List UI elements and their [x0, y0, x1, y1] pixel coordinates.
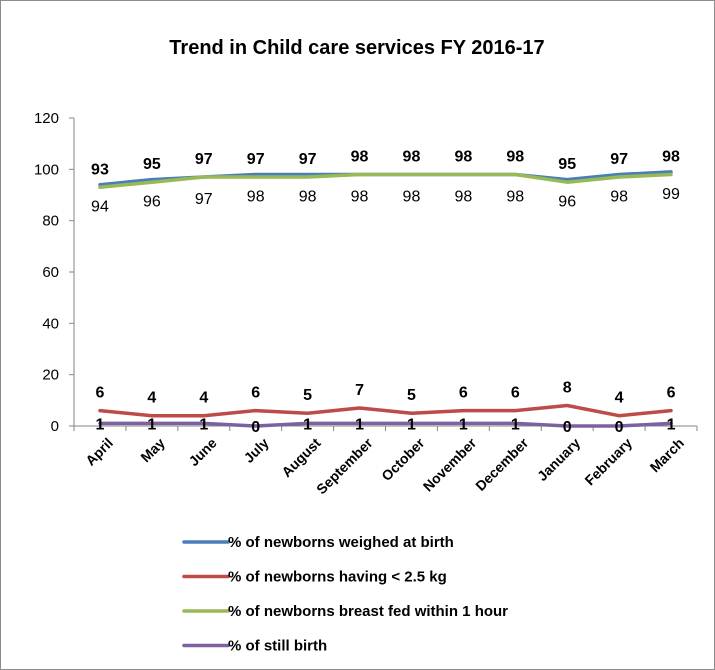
series-line-2: [98, 172, 673, 190]
data-label: 98: [403, 148, 421, 165]
data-label: 8: [563, 379, 572, 396]
x-category-label: May: [137, 435, 168, 466]
data-label: 98: [506, 148, 524, 165]
data-label: 97: [610, 151, 628, 168]
data-label: 94: [91, 199, 109, 216]
data-label: 4: [147, 390, 156, 407]
data-label: 6: [251, 385, 260, 402]
data-label: 98: [662, 148, 680, 165]
data-label: 1: [147, 416, 156, 433]
data-label: 98: [403, 188, 421, 205]
data-label: 7: [355, 382, 364, 399]
x-category-label: August: [278, 434, 324, 480]
data-label: 1: [96, 416, 105, 433]
data-label: 99: [662, 186, 680, 203]
data-label: 0: [563, 419, 572, 436]
y-tick-label: 40: [42, 315, 59, 332]
data-label: 96: [558, 194, 576, 211]
data-label: 1: [667, 416, 676, 433]
data-label: 95: [143, 156, 161, 173]
data-label: 6: [667, 385, 676, 402]
data-label: 98: [351, 188, 369, 205]
x-category-label: July: [241, 435, 272, 466]
legend-label: % of newborns weighed at birth: [228, 534, 454, 551]
data-label: 0: [615, 419, 624, 436]
data-label: 5: [407, 387, 416, 404]
data-label: 1: [407, 416, 416, 433]
data-label: 98: [351, 148, 369, 165]
data-label: 5: [303, 387, 312, 404]
legend-label: % of still birth: [228, 638, 327, 655]
data-label: 1: [459, 416, 468, 433]
x-category-label: September: [313, 434, 376, 497]
x-category-label: June: [185, 435, 220, 470]
data-label: 1: [355, 416, 364, 433]
x-category-label: October: [378, 434, 428, 484]
data-label: 98: [454, 148, 472, 165]
data-label: 97: [195, 191, 213, 208]
series-line-1: [98, 403, 673, 418]
legend: % of newborns weighed at birth % of newbo…: [182, 534, 508, 655]
data-label: 6: [96, 385, 105, 402]
data-label: 97: [299, 151, 317, 168]
data-label: 98: [506, 188, 524, 205]
legend-label: % of newborns having < 2.5 kg: [228, 569, 447, 586]
data-label: 98: [610, 188, 628, 205]
data-label: 0: [251, 419, 260, 436]
x-category-label: December: [472, 434, 532, 494]
y-tick-label: 60: [42, 264, 59, 281]
x-category-label: February: [581, 435, 635, 489]
data-label: 93: [91, 161, 109, 178]
y-tick-label: 20: [42, 367, 59, 384]
data-label: 1: [199, 416, 208, 433]
series-layer: [98, 170, 673, 428]
legend-label: % of newborns breast fed within 1 hour: [228, 603, 508, 620]
series-line-3: [98, 421, 673, 428]
data-label: 6: [511, 385, 520, 402]
data-label: 97: [247, 151, 265, 168]
y-tick-label: 80: [42, 213, 59, 230]
data-label: 4: [199, 390, 208, 407]
data-label: 6: [459, 385, 468, 402]
x-category-label: April: [82, 435, 116, 469]
data-label: 98: [299, 188, 317, 205]
x-category-label: November: [420, 434, 480, 494]
y-tick-label: 0: [51, 418, 59, 435]
data-label: 98: [247, 188, 265, 205]
data-label: 1: [303, 416, 312, 433]
data-label: 96: [143, 194, 161, 211]
data-label: 98: [454, 188, 472, 205]
x-category-label: January: [534, 435, 583, 484]
data-labels: 94 96 97 98 98 98 98 98 98 96 98 99 6 4 4 6 5 7 5 6 6 8 4 6 93 95…: [91, 148, 680, 436]
y-tick-label: 120: [34, 110, 59, 127]
data-label: 97: [195, 151, 213, 168]
y-tick-label: 100: [34, 161, 59, 178]
data-label: 95: [558, 156, 576, 173]
data-label: 1: [511, 416, 520, 433]
data-label: 4: [615, 390, 624, 407]
x-category-label: March: [647, 435, 687, 475]
chart-title: Trend in Child care services FY 2016-17: [169, 37, 544, 59]
